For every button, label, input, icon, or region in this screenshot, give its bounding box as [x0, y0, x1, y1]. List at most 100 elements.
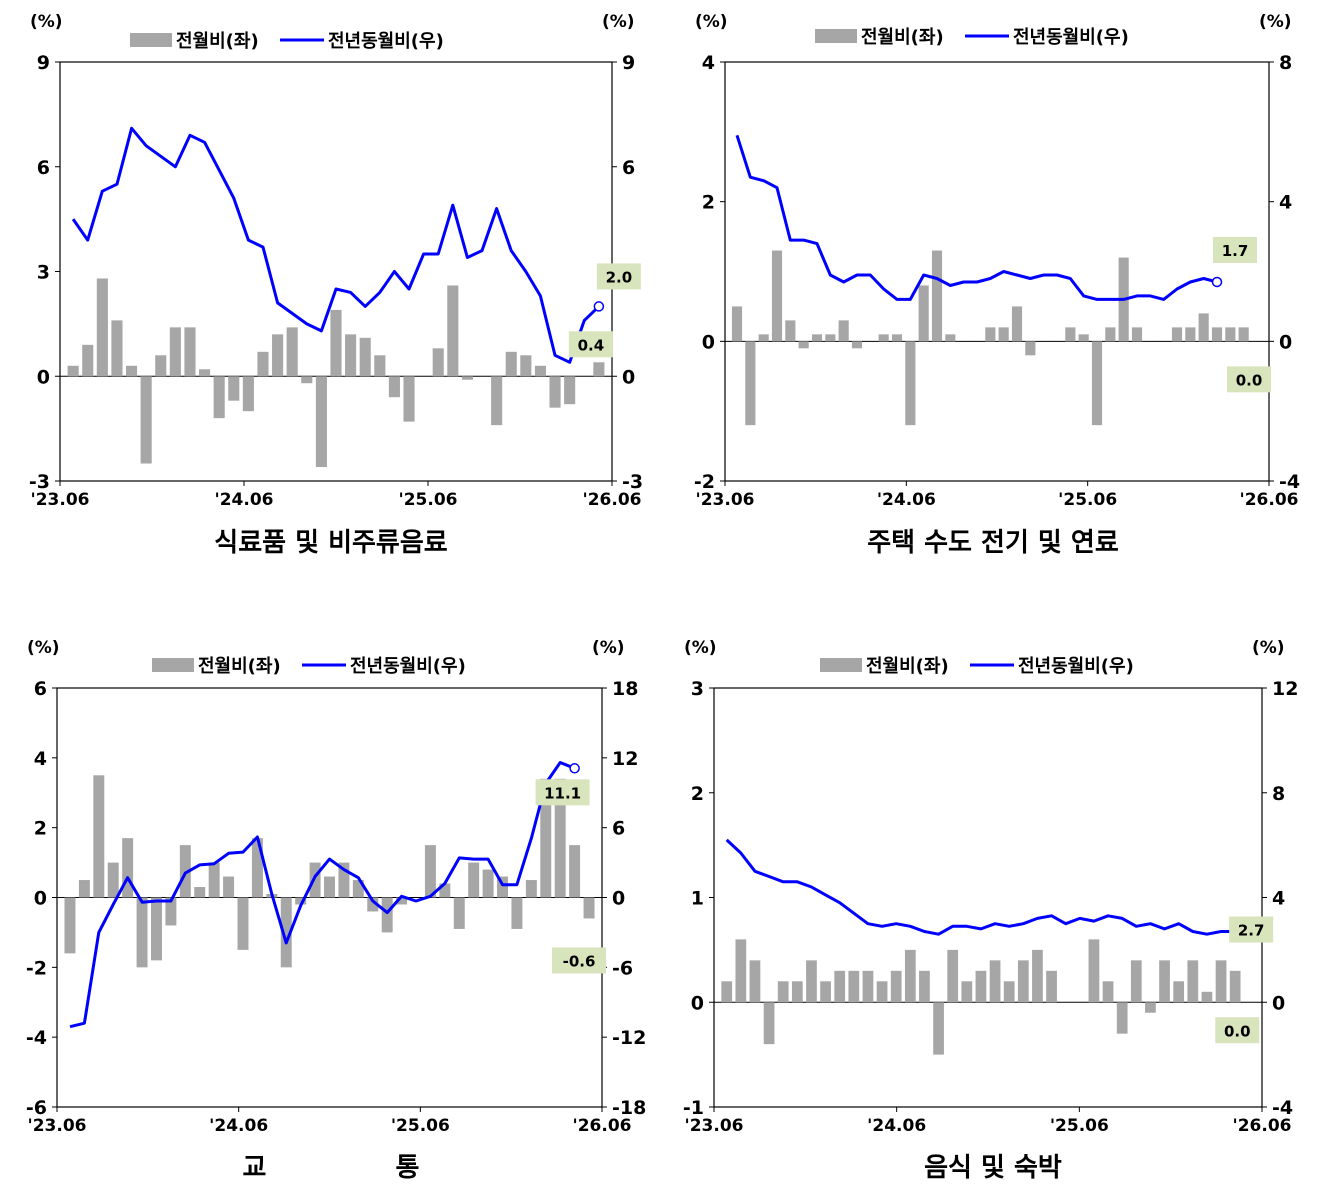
bar [1046, 971, 1057, 1002]
bar [750, 960, 761, 1002]
right-tick-label: 0 [1272, 992, 1285, 1014]
bar [526, 880, 537, 897]
chart-food: (%)(%)전월비(좌)전년동월비(우)-30369-30369'23.06'2… [0, 0, 662, 590]
legend-bar-swatch [130, 33, 172, 47]
bar [310, 863, 321, 898]
right-tick-label: 18 [612, 678, 638, 700]
bar [745, 341, 755, 425]
bar-value-label: 0.0 [1224, 1022, 1251, 1040]
left-tick-label: 6 [34, 678, 47, 700]
bar [792, 981, 803, 1002]
left-tick-label: 0 [691, 992, 704, 1014]
bar [892, 334, 902, 341]
bar [732, 306, 742, 341]
bar [151, 898, 162, 961]
left-unit-label: (%) [30, 12, 63, 32]
bar [68, 366, 79, 376]
bar [238, 898, 249, 950]
chart-title: 교 통 [0, 1147, 662, 1184]
bar [360, 338, 371, 376]
bar [511, 898, 522, 929]
bar [1239, 327, 1249, 341]
bar [1132, 327, 1142, 341]
bar [772, 251, 782, 342]
bar [1004, 981, 1015, 1002]
bar [947, 950, 958, 1002]
legend-line-label: 전년동월비(우) [350, 656, 466, 677]
bar [82, 345, 93, 376]
bar [199, 369, 210, 376]
line-value-label: 1.7 [1222, 242, 1249, 260]
bar [97, 278, 108, 376]
right-tick-label: 8 [1279, 52, 1292, 74]
x-tick-label: '24.06 [867, 1116, 926, 1136]
legend-line-label: 전년동월비(우) [1018, 656, 1134, 677]
bar [194, 887, 205, 897]
bar [316, 376, 327, 467]
x-tick-label: '25.06 [399, 490, 458, 510]
bar [569, 845, 580, 897]
x-tick-label: '24.06 [209, 1116, 268, 1136]
bar [374, 355, 385, 376]
bar [1032, 950, 1043, 1002]
bar [122, 838, 133, 897]
bar [243, 376, 254, 411]
bar [852, 341, 862, 348]
left-unit-label: (%) [27, 638, 60, 658]
bar [137, 898, 148, 968]
legend-bar-label: 전월비(좌) [198, 656, 281, 677]
bar [1092, 341, 1102, 425]
right-unit-label: (%) [1252, 638, 1285, 658]
line-end-marker [570, 764, 579, 773]
bar [785, 320, 795, 341]
chart-transport: (%)(%)전월비(좌)전년동월비(우)-6-4-20246-18-12-606… [0, 625, 662, 1181]
bar [491, 376, 502, 425]
bar [933, 1002, 944, 1054]
bar [433, 348, 444, 376]
bar [389, 376, 400, 397]
bar [506, 352, 517, 376]
right-tick-label: 0 [622, 366, 635, 388]
bar [447, 285, 458, 376]
bar [820, 981, 831, 1002]
bar [549, 376, 560, 407]
line-end-marker [594, 302, 603, 311]
yoy-line [737, 135, 1217, 299]
left-tick-label: 9 [37, 52, 50, 74]
bar [825, 334, 835, 341]
bar [1225, 327, 1235, 341]
bar [214, 376, 225, 418]
bar [1173, 981, 1184, 1002]
bar [1065, 327, 1075, 341]
chart-housing: (%)(%)전월비(좌)전년동월비(우)-2024-4048'23.06'24.… [662, 0, 1324, 590]
bar [403, 376, 414, 421]
bar [462, 376, 473, 379]
x-tick-label: '26.06 [1240, 490, 1299, 510]
bar [1185, 327, 1195, 341]
legend-bar-label: 전월비(좌) [861, 27, 944, 48]
bar [879, 334, 889, 341]
bar [1230, 971, 1241, 1002]
right-tick-label: 4 [1272, 888, 1285, 910]
chart-title: 음식 및 숙박 [662, 1147, 1324, 1184]
bar [483, 870, 494, 898]
bar [1187, 960, 1198, 1002]
bar [919, 285, 929, 341]
left-tick-label: 4 [34, 748, 47, 770]
bar [287, 327, 298, 376]
yoy-line [727, 840, 1235, 934]
bar [1145, 1002, 1156, 1012]
plot-frame [714, 688, 1262, 1107]
bar [535, 366, 546, 376]
left-tick-label: -4 [26, 1027, 47, 1049]
bar [345, 334, 356, 376]
chart-panel-food: (%)(%)전월비(좌)전년동월비(우)-30369-30369'23.06'2… [0, 0, 662, 590]
legend-bar-label: 전월비(좌) [866, 656, 949, 677]
x-tick-label: '23.06 [696, 490, 755, 510]
bar-value-label: -0.6 [563, 952, 596, 970]
left-tick-label: 0 [702, 331, 715, 353]
legend-bar-label: 전월비(좌) [176, 31, 259, 52]
legend-bar-swatch [152, 658, 194, 672]
